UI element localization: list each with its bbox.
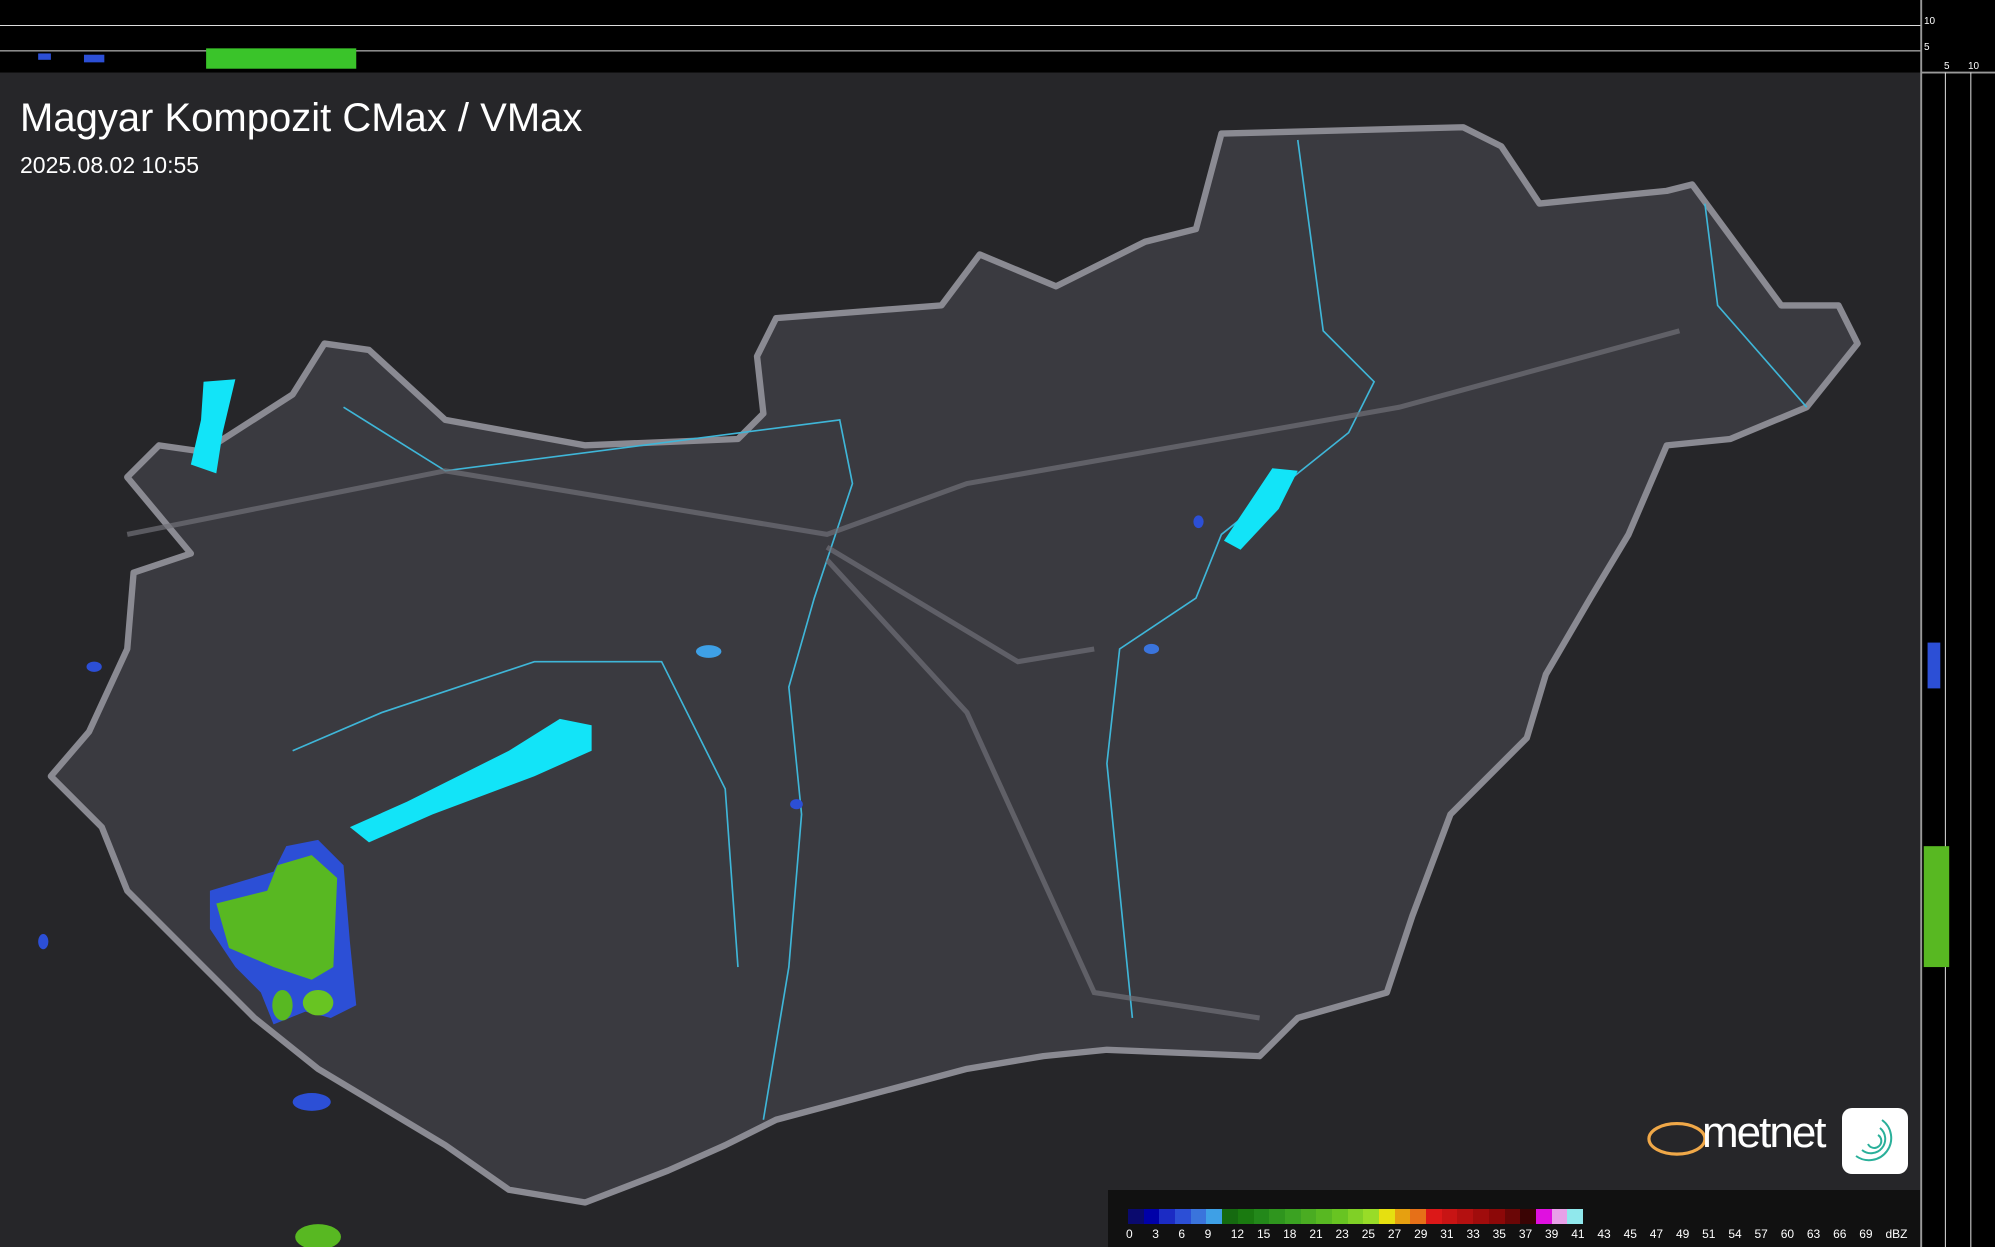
scale-swatch [1284, 1209, 1301, 1224]
scale-label: 21 [1309, 1227, 1323, 1241]
scale-label: 3 [1152, 1227, 1159, 1241]
scale-label: 23 [1335, 1227, 1349, 1241]
scale-swatch [1206, 1209, 1223, 1224]
right-axis-label: 5 [1944, 61, 1950, 72]
scale-label: 35 [1492, 1227, 1506, 1241]
scale-label: 49 [1675, 1227, 1690, 1241]
scale-label: 27 [1387, 1227, 1402, 1241]
scale-swatch [1457, 1209, 1474, 1224]
scale-swatch [1331, 1209, 1348, 1224]
scale-label: 60 [1780, 1227, 1795, 1241]
profile-echo [206, 48, 357, 69]
scale-label: 18 [1283, 1227, 1297, 1241]
roads [126, 328, 1681, 1021]
scale-label: 54 [1728, 1227, 1742, 1241]
scale-swatch [1441, 1209, 1458, 1224]
radar-echoes [38, 515, 1204, 1247]
scale-swatch [1473, 1209, 1489, 1224]
map-title: Magyar Kompozit CMax / VMax [20, 96, 583, 140]
scale-label: 39 [1545, 1227, 1559, 1241]
rivers [292, 139, 1808, 1120]
scale-swatch [1551, 1209, 1568, 1224]
top-axis-label: 10 [1924, 16, 1936, 27]
scale-label: 29 [1414, 1227, 1428, 1241]
scale-label: 69 [1859, 1227, 1873, 1241]
right-profile-strip [1921, 0, 1995, 1247]
scale-swatch [1504, 1209, 1521, 1224]
scale-label: 47 [1649, 1227, 1664, 1241]
scale-swatch [1379, 1209, 1395, 1224]
color-scale [1128, 1209, 1583, 1224]
scale-swatch [1175, 1209, 1191, 1224]
metnet-logo: metnet [1702, 1108, 1827, 1157]
right-axis-label: 10 [1968, 61, 1980, 72]
scale-label: 41 [1571, 1227, 1585, 1241]
scale-label: 43 [1597, 1227, 1611, 1241]
scale-swatch [1159, 1209, 1176, 1224]
scale-swatch [1269, 1209, 1285, 1224]
scale-label: 0 [1126, 1227, 1133, 1241]
lake-neusiedl [190, 379, 236, 474]
lake-tisza [1223, 468, 1298, 550]
timestamp: 2025.08.02 10:55 [20, 152, 200, 178]
scale-label: 51 [1702, 1227, 1716, 1241]
scale-label: 57 [1754, 1227, 1768, 1241]
scale-label: 12 [1230, 1227, 1245, 1241]
metnet-sun-icon [1647, 1121, 1707, 1156]
scale-swatch [1222, 1209, 1238, 1224]
scale-swatch [1237, 1209, 1254, 1224]
scale-label: 6 [1178, 1227, 1186, 1241]
scale-swatch [1300, 1209, 1317, 1224]
scale-label: 9 [1204, 1227, 1212, 1241]
scale-swatch [1488, 1209, 1505, 1224]
scale-label: 63 [1806, 1227, 1821, 1241]
scale-swatch [1410, 1209, 1427, 1224]
scale-swatch [1426, 1209, 1442, 1224]
scale-label: 31 [1440, 1227, 1454, 1241]
scale-label: 15 [1256, 1227, 1271, 1241]
profile-echo [1923, 846, 1950, 968]
scale-swatch [1567, 1209, 1583, 1224]
scale-swatch [1128, 1209, 1144, 1224]
lake-balaton [349, 718, 592, 843]
scale-swatch [1535, 1209, 1552, 1224]
top-axis-label: 5 [1924, 42, 1930, 53]
dbz-legend: 0 3 6 9 12 15 18 21 23 25 27 29 31 33 35 37 39 41 43 45 47 49… [1108, 1190, 1920, 1247]
scale-label: 66 [1833, 1227, 1847, 1241]
app-swirl-logo-icon [1842, 1108, 1908, 1174]
scale-swatch [1520, 1209, 1536, 1224]
unit-label: dBZ [1885, 1227, 1908, 1241]
scale-label: 33 [1466, 1227, 1480, 1241]
hungary-outline [47, 124, 1861, 1206]
scale-swatch [1190, 1209, 1207, 1224]
scale-swatch [1394, 1209, 1411, 1224]
scale-label: 37 [1518, 1227, 1533, 1241]
scale-swatch [1143, 1209, 1160, 1224]
scale-swatch [1253, 1209, 1270, 1224]
scale-label: 25 [1361, 1227, 1376, 1241]
scale-labels: 0 3 6 9 12 15 18 21 23 25 27 29 31 33 35 37 39 41 43 45 47 49… [1126, 1227, 1912, 1241]
scale-swatch [1363, 1209, 1379, 1224]
scale-label: 45 [1623, 1227, 1637, 1241]
scale-swatch [1316, 1209, 1332, 1224]
scale-swatch [1347, 1209, 1364, 1224]
